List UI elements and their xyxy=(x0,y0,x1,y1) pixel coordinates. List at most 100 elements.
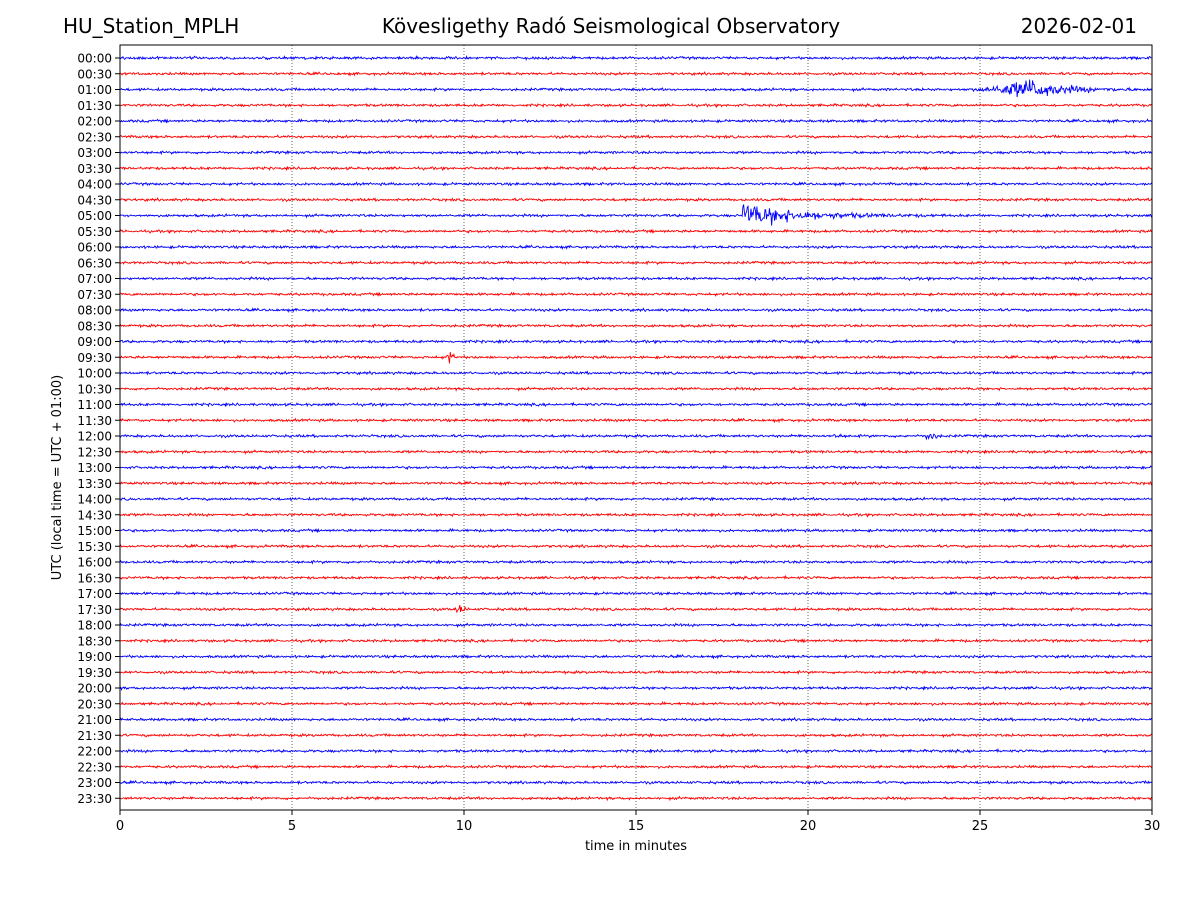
x-axis-label: time in minutes xyxy=(585,839,687,854)
trace-1930 xyxy=(119,669,1153,676)
y-tick-label: 02:00 xyxy=(77,115,112,129)
trace-1000 xyxy=(119,370,1153,376)
y-tick-label: 06:00 xyxy=(77,241,112,255)
trace-0700 xyxy=(119,275,1153,282)
station-name: HU_Station_MPLH xyxy=(63,14,240,38)
trace-1900 xyxy=(119,653,1153,660)
trace-0130 xyxy=(119,102,1153,109)
y-tick-label: 00:30 xyxy=(77,67,112,81)
y-tick-label: 06:30 xyxy=(77,256,112,270)
trace-0230 xyxy=(119,133,1153,140)
trace-1130 xyxy=(119,417,1153,424)
y-tick-label: 09:00 xyxy=(77,335,112,349)
trace-1830 xyxy=(119,637,1153,644)
y-tick-label: 00:00 xyxy=(77,52,112,66)
x-tick-label: 0 xyxy=(116,819,124,834)
trace-1200 xyxy=(119,433,1153,441)
y-tick-label: 22:00 xyxy=(77,745,112,759)
trace-0800 xyxy=(119,307,1153,314)
y-tick-label: 11:00 xyxy=(77,398,112,412)
y-tick-label: 03:00 xyxy=(77,146,112,160)
y-tick-label: 16:30 xyxy=(77,571,112,585)
seismogram-traces xyxy=(119,54,1153,802)
x-tick-label: 15 xyxy=(628,819,645,834)
y-tick-label: 15:00 xyxy=(77,524,112,538)
y-tick-label: 17:00 xyxy=(77,587,112,601)
trace-0900 xyxy=(119,338,1153,345)
y-tick-label: 23:30 xyxy=(77,792,112,806)
y-tick-label: 07:30 xyxy=(77,288,112,302)
y-tick-label: 01:00 xyxy=(77,83,112,97)
x-tick-label: 25 xyxy=(972,819,989,834)
y-tick-label: 11:30 xyxy=(77,414,112,428)
x-tick-label: 10 xyxy=(456,819,473,834)
y-tick-label: 09:30 xyxy=(77,351,112,365)
trace-0000 xyxy=(119,54,1153,61)
trace-1430 xyxy=(119,511,1153,518)
y-tick-label: 07:00 xyxy=(77,272,112,286)
x-axis-ticks: 0 5 10 15 20 25 30 xyxy=(116,810,1160,834)
trace-0100 xyxy=(119,79,1153,98)
y-tick-label: 12:00 xyxy=(77,430,112,444)
trace-2330 xyxy=(119,795,1153,802)
y-tick-label: 05:00 xyxy=(77,209,112,223)
trace-1230 xyxy=(119,449,1153,455)
y-tick-label: 14:30 xyxy=(77,508,112,522)
y-tick-label: 14:00 xyxy=(77,493,112,507)
trace-1630 xyxy=(119,574,1152,581)
y-tick-label: 10:00 xyxy=(77,367,112,381)
y-tick-label: 19:00 xyxy=(77,650,112,664)
y-tick-label: 13:00 xyxy=(77,461,112,475)
trace-1700 xyxy=(119,590,1153,597)
y-tick-label: 08:00 xyxy=(77,304,112,318)
trace-1730 xyxy=(119,604,1153,614)
y-tick-label: 17:30 xyxy=(77,603,112,617)
y-tick-label: 05:30 xyxy=(77,225,112,239)
trace-0330 xyxy=(119,165,1153,172)
trace-0930 xyxy=(119,351,1153,364)
y-tick-label: 21:30 xyxy=(77,729,112,743)
trace-2200 xyxy=(119,748,1153,754)
trace-0530 xyxy=(119,228,1153,235)
trace-1030 xyxy=(119,386,1153,392)
x-tick-label: 20 xyxy=(800,819,817,834)
x-tick-label: 30 xyxy=(1144,819,1161,834)
trace-1100 xyxy=(119,401,1153,408)
y-tick-label: 15:30 xyxy=(77,540,112,554)
trace-0600 xyxy=(119,244,1153,251)
trace-1330 xyxy=(119,480,1153,487)
y-tick-label: 20:00 xyxy=(77,682,112,696)
trace-2100 xyxy=(119,716,1153,723)
trace-0730 xyxy=(119,291,1153,297)
y-tick-label: 20:30 xyxy=(77,697,112,711)
y-tick-label: 18:00 xyxy=(77,619,112,633)
trace-0500 xyxy=(119,204,1153,226)
y-tick-label: 04:00 xyxy=(77,178,112,192)
trace-0300 xyxy=(119,149,1153,156)
y-tick-label: 12:30 xyxy=(77,445,112,459)
y-axis-label: UTC (local time = UTC + 01:00) xyxy=(50,375,65,580)
trace-0830 xyxy=(119,323,1153,329)
trace-2000 xyxy=(119,685,1153,692)
trace-1530 xyxy=(119,543,1153,550)
x-tick-label: 5 xyxy=(288,819,296,834)
y-tick-label: 18:30 xyxy=(77,634,112,648)
y-tick-label: 19:30 xyxy=(77,666,112,680)
trace-1400 xyxy=(119,496,1153,503)
trace-2300 xyxy=(119,779,1153,786)
chart-date: 2026-02-01 xyxy=(1020,14,1137,38)
y-tick-label: 04:30 xyxy=(77,193,112,207)
y-tick-label: 22:30 xyxy=(77,760,112,774)
trace-1600 xyxy=(119,559,1153,566)
trace-0030 xyxy=(119,70,1153,77)
trace-0400 xyxy=(119,181,1153,188)
trace-0200 xyxy=(119,118,1153,125)
y-tick-label: 23:00 xyxy=(77,776,112,790)
trace-0630 xyxy=(119,259,1153,266)
trace-2030 xyxy=(119,700,1153,707)
trace-2130 xyxy=(119,732,1153,739)
trace-1800 xyxy=(119,622,1153,629)
y-tick-label: 02:30 xyxy=(77,130,112,144)
